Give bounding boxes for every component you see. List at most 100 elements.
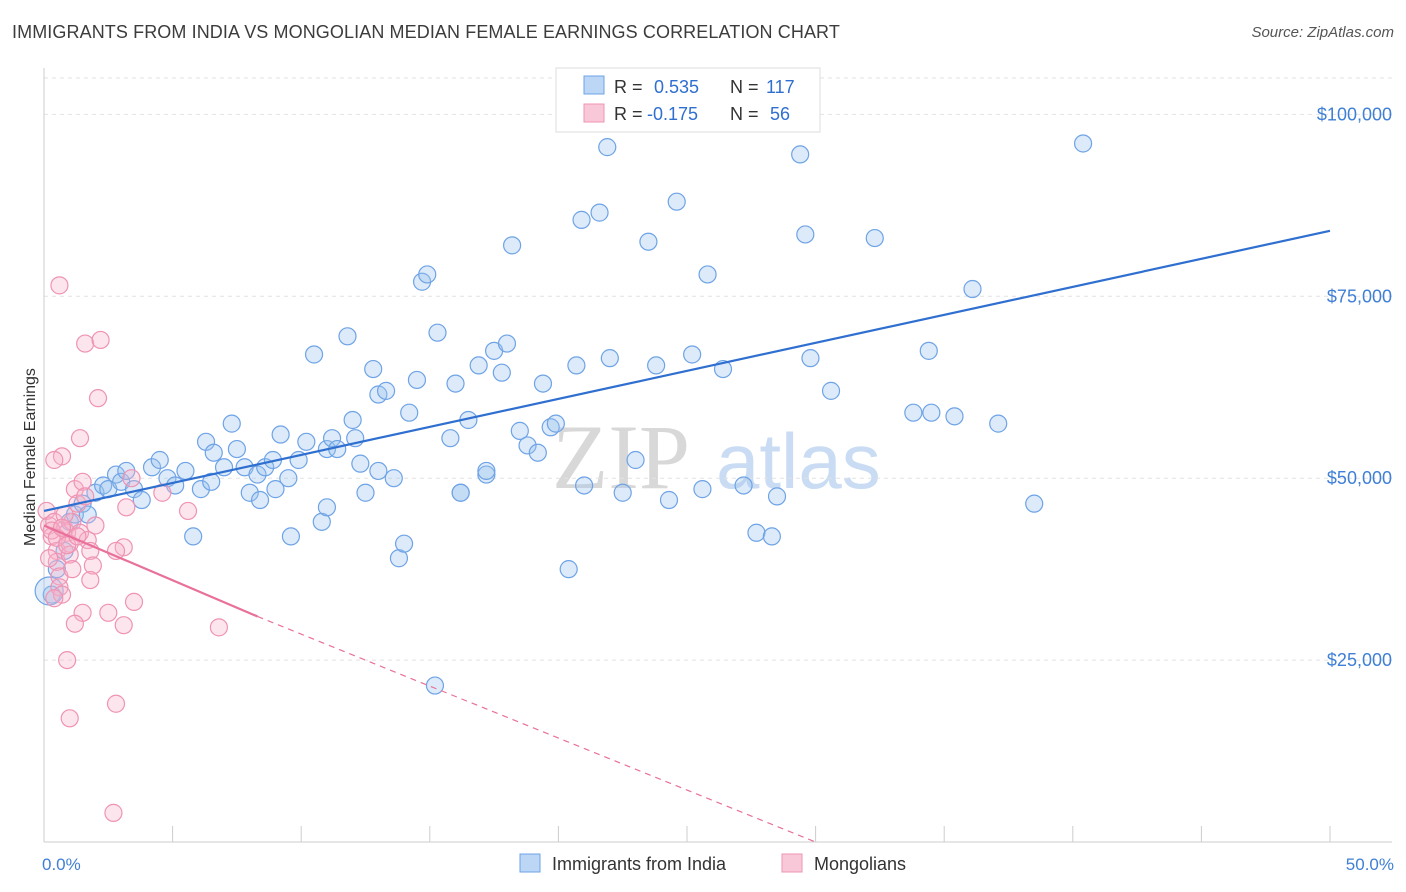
india-point <box>963 279 982 299</box>
legend-r-label-2: R = <box>614 104 643 124</box>
india-point <box>428 323 447 342</box>
india-point <box>240 483 259 502</box>
y-tick-label-50000: $50,000 <box>1327 468 1392 488</box>
india-point <box>767 487 787 506</box>
india-point <box>384 469 403 488</box>
mongolian-point <box>122 469 141 488</box>
india-point <box>1025 494 1044 513</box>
mongolian-point <box>124 592 144 611</box>
india-point <box>266 480 285 499</box>
india-point <box>369 461 388 481</box>
india-point <box>492 363 511 382</box>
mongolian-point <box>60 709 79 728</box>
india-point <box>510 421 529 440</box>
india-point <box>533 374 553 393</box>
india-point <box>559 560 578 579</box>
india-point <box>575 476 594 495</box>
india-point <box>248 465 267 484</box>
mongolian-point <box>91 330 110 350</box>
mongolian-point <box>88 389 108 408</box>
india-point <box>407 370 427 390</box>
india-point <box>356 483 375 502</box>
bottom-legend-swatch-blue <box>519 853 541 873</box>
y-tick-label-25000: $25,000 <box>1327 650 1392 670</box>
trend-lines <box>43 229 1331 843</box>
legend-n-value-1: 117 <box>766 77 795 97</box>
india-point <box>202 472 221 491</box>
mongolian-point <box>104 803 123 822</box>
chart-title: IMMIGRANTS FROM INDIA VS MONGOLIAN MEDIA… <box>12 22 840 42</box>
trend-line-mongolians <box>43 524 258 618</box>
mongolian-point <box>58 650 77 670</box>
bottom-legend-swatch-pink <box>781 853 803 873</box>
india-point <box>639 232 658 251</box>
x-axis-ticks <box>43 826 1331 842</box>
x-tick-label-max: 50.0% <box>1346 855 1394 874</box>
india-point <box>364 359 383 379</box>
india-point <box>821 381 841 400</box>
india-point <box>919 341 938 360</box>
india-point <box>281 527 301 546</box>
legend-r-value-2: -0.175 <box>647 104 698 124</box>
mongolian-point <box>99 603 118 622</box>
mongolian-point <box>50 578 69 597</box>
mongolian-point <box>50 276 69 295</box>
india-point <box>338 327 357 346</box>
mongolian-point <box>209 618 228 637</box>
mongolian-point <box>83 556 102 575</box>
legend-r-value-1: 0.535 <box>654 77 699 97</box>
india-point <box>693 480 712 499</box>
india-point <box>796 225 815 244</box>
india-point <box>304 345 324 364</box>
india-point <box>904 403 923 422</box>
india-point <box>572 210 591 229</box>
india-point <box>1073 134 1093 153</box>
series-legend: Immigrants from India Mongolians <box>519 853 906 874</box>
india-point <box>528 443 547 462</box>
mongolian-point <box>114 616 133 635</box>
india-point <box>600 349 619 368</box>
y-tick-labels: $25,000 $50,000 $75,000 $100,000 <box>1317 104 1392 670</box>
mongolian-point <box>117 498 136 517</box>
india-point <box>626 450 645 470</box>
india-point <box>683 345 702 364</box>
trend-line-mongolians-extension <box>257 615 816 843</box>
india-point <box>150 450 169 470</box>
mongolian-point <box>70 429 90 448</box>
india-point <box>762 527 781 546</box>
india-point <box>191 480 210 499</box>
bottom-legend-label-india: Immigrants from India <box>552 854 727 874</box>
y-tick-label-100000: $100,000 <box>1317 104 1392 124</box>
india-point <box>451 483 470 502</box>
india-point <box>659 490 679 510</box>
mongolian-point <box>86 516 105 535</box>
india-point <box>222 414 241 433</box>
india-point <box>400 403 419 422</box>
mongolian-point <box>45 450 64 470</box>
india-point <box>989 414 1008 433</box>
india-point <box>184 527 203 546</box>
series-immigrants-from-india <box>34 134 1093 695</box>
source-label: Source: ZipAtlas.com <box>1251 24 1394 41</box>
legend-n-label-1: N = <box>730 77 759 97</box>
y-tick-label-75000: $75,000 <box>1327 286 1392 306</box>
india-point <box>747 523 766 542</box>
india-point <box>922 403 941 422</box>
y-axis-title: Median Female Earnings <box>22 368 39 546</box>
india-point <box>518 436 537 455</box>
legend-r-label-1: R = <box>614 77 643 97</box>
india-point <box>865 228 884 248</box>
india-point <box>394 534 414 553</box>
series-mongolians <box>37 276 228 822</box>
india-point <box>590 203 609 222</box>
mongolian-point <box>81 570 100 590</box>
india-point <box>132 490 151 510</box>
india-point <box>441 429 460 448</box>
india-point <box>613 483 632 502</box>
watermark-atlas: atlas <box>716 417 881 505</box>
mongolian-point <box>178 501 198 521</box>
india-point <box>204 443 223 462</box>
india-point <box>322 429 342 448</box>
india-point <box>351 454 370 473</box>
mongolian-point <box>45 589 64 608</box>
